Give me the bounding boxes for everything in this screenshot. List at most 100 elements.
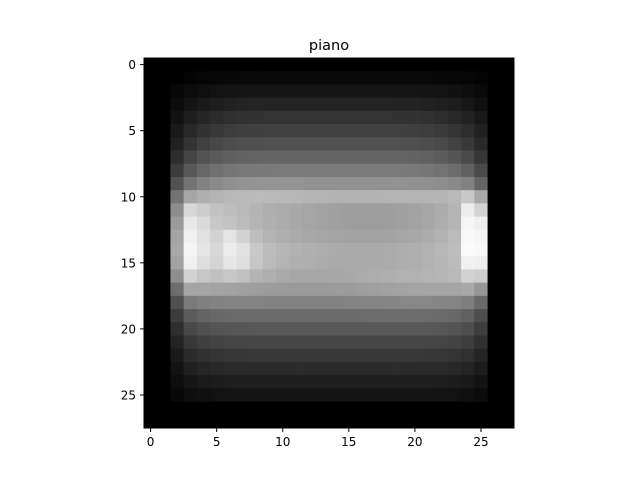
heatmap-cell [342, 176, 356, 191]
heatmap-cell [249, 163, 264, 178]
heatmap-cell [447, 348, 462, 363]
heatmap-cell [223, 322, 237, 336]
heatmap-cell [434, 388, 449, 402]
heatmap-cell [183, 150, 198, 165]
heatmap-cell [329, 322, 343, 336]
heatmap-cell [183, 176, 198, 191]
heatmap-cell [368, 243, 383, 257]
heatmap-cell [381, 269, 396, 284]
heatmap-cell [329, 150, 343, 165]
heatmap-cell [276, 124, 290, 138]
heatmap-cell [144, 256, 158, 270]
heatmap-cell [434, 295, 449, 310]
heatmap-cell [262, 309, 277, 323]
heatmap-cell [276, 348, 290, 363]
heatmap-cell [474, 335, 488, 350]
heatmap-cell [434, 137, 449, 151]
heatmap-cell [236, 361, 251, 376]
heatmap-cell [421, 190, 436, 204]
heatmap-cell [408, 414, 422, 429]
heatmap-cell [421, 150, 436, 165]
x-tick-label: 10 [275, 435, 290, 449]
heatmap-cell [329, 84, 343, 99]
heatmap-cell [315, 190, 330, 204]
heatmap-cell [170, 256, 185, 270]
heatmap-cell [236, 295, 251, 310]
heatmap-cell [302, 203, 317, 217]
heatmap-cell [395, 309, 409, 323]
heatmap-cell [500, 282, 515, 297]
heatmap-cell [487, 176, 502, 191]
heatmap-cell [395, 84, 409, 99]
heatmap-cell [355, 137, 370, 151]
heatmap-cell [302, 348, 317, 363]
heatmap-cell [408, 388, 422, 402]
heatmap-cell [144, 335, 158, 350]
heatmap-cell [249, 348, 264, 363]
heatmap-cell [461, 401, 475, 416]
heatmap-cell [342, 269, 356, 284]
heatmap-cell [381, 58, 396, 72]
heatmap-cell [276, 71, 290, 85]
heatmap-cell [487, 190, 502, 204]
heatmap-cell [210, 348, 224, 363]
heatmap-cell [355, 322, 370, 336]
heatmap-cell [183, 375, 198, 389]
heatmap-cell [223, 58, 237, 72]
heatmap-cell [474, 256, 488, 270]
heatmap-cell [474, 163, 488, 178]
heatmap-cell [183, 361, 198, 376]
heatmap-cell [315, 71, 330, 85]
heatmap-cell [144, 150, 158, 165]
y-tick-label: 10 [121, 190, 136, 204]
heatmap-cell [421, 309, 436, 323]
heatmap-cell [461, 256, 475, 270]
heatmap-cell [183, 295, 198, 310]
heatmap-cell [447, 282, 462, 297]
heatmap-cell [262, 401, 277, 416]
heatmap-cell [157, 124, 171, 138]
heatmap-cell [408, 137, 422, 151]
heatmap-cell [196, 150, 211, 165]
heatmap-cell [276, 97, 290, 112]
heatmap-cell [262, 124, 277, 138]
heatmap-cell [474, 282, 488, 297]
heatmap-cell [170, 97, 185, 112]
heatmap-cell [249, 282, 264, 297]
heatmap-cell [302, 243, 317, 257]
heatmap-cell [210, 361, 224, 376]
heatmap-cell [315, 150, 330, 165]
heatmap-cell [276, 243, 290, 257]
heatmap-cell [381, 243, 396, 257]
heatmap-cell [342, 58, 356, 72]
heatmap-cell [157, 295, 171, 310]
heatmap-cell [183, 58, 198, 72]
heatmap-cell [210, 229, 224, 244]
heatmap-cell [262, 375, 277, 389]
heatmap-cell [447, 97, 462, 112]
heatmap-cell [170, 243, 185, 257]
heatmap-cell [421, 295, 436, 310]
heatmap-cell [487, 137, 502, 151]
heatmap-cell [421, 375, 436, 389]
heatmap-cell [144, 110, 158, 125]
heatmap-cell [315, 282, 330, 297]
heatmap-cell [500, 269, 515, 284]
x-tick-label: 5 [213, 435, 221, 449]
heatmap-cell [368, 58, 383, 72]
heatmap-cell [487, 269, 502, 284]
heatmap-cell [421, 97, 436, 112]
heatmap-cell [434, 216, 449, 231]
heatmap-cell [434, 229, 449, 244]
heatmap-cell [170, 203, 185, 217]
heatmap-cell [144, 322, 158, 336]
heatmap-cell [408, 216, 422, 231]
heatmap-cell [223, 163, 237, 178]
heatmap-cell [487, 150, 502, 165]
heatmap-cell [170, 348, 185, 363]
heatmap-cell [170, 322, 185, 336]
heatmap-cell [144, 282, 158, 297]
heatmap-cell [368, 388, 383, 402]
heatmap-cell [196, 84, 211, 99]
heatmap-cell [474, 361, 488, 376]
